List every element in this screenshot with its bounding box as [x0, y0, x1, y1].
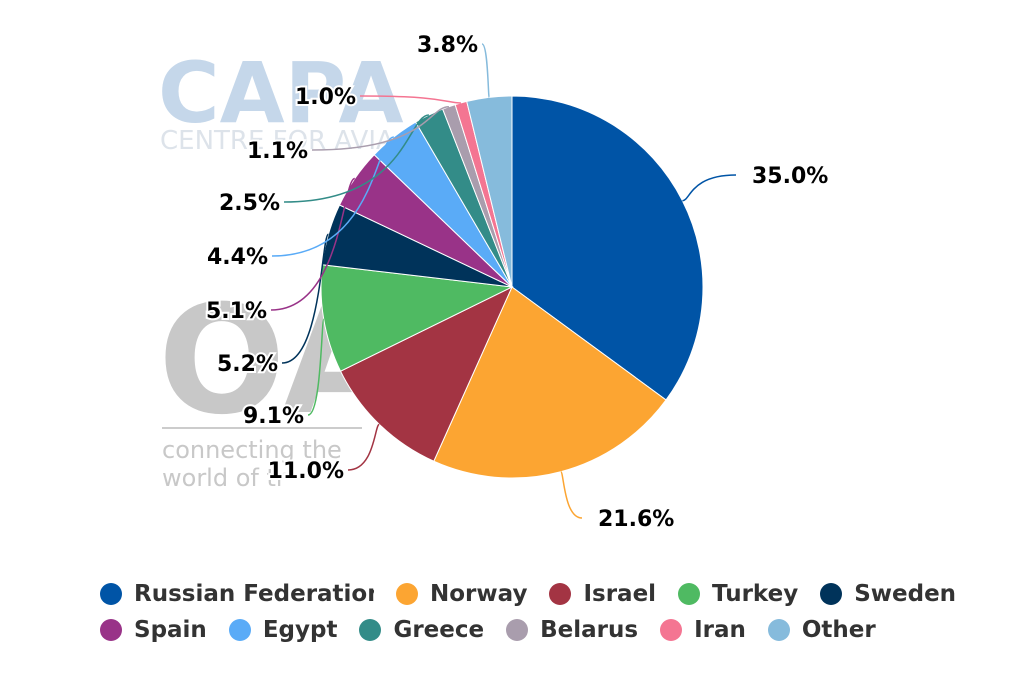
- connector-other: [481, 43, 490, 99]
- data-label-israel: 11.0%: [268, 459, 344, 484]
- data-label-sweden: 5.2%: [217, 352, 278, 377]
- watermark-oag-line1: connecting the: [162, 436, 342, 464]
- legend-item-sweden[interactable]: Sweden: [820, 581, 956, 607]
- pie-slices: [320, 95, 704, 479]
- watermark-oag-line2: world of tr: [162, 464, 286, 492]
- connector-russian-federation: [682, 174, 737, 202]
- legend-swatch: [100, 583, 122, 605]
- legend-label: Egypt: [262, 617, 338, 643]
- legend-item-iran[interactable]: Iran: [660, 617, 746, 643]
- legend-item-belarus[interactable]: Belarus: [506, 617, 638, 643]
- legend-swatch: [100, 619, 122, 641]
- legend-item-israel[interactable]: Israel: [549, 581, 656, 607]
- data-label-greece: 2.5%: [219, 191, 280, 216]
- connector-belarus: [311, 105, 449, 151]
- pie-slice-russian-federation: [511, 95, 704, 401]
- data-label-belarus: 1.1%: [247, 139, 308, 164]
- legend-label: Belarus: [540, 617, 639, 643]
- pie-slice-norway: [433, 286, 667, 479]
- legend-item-russian-federation[interactable]: Russian Federation: [100, 581, 374, 607]
- legend-label: Sweden: [854, 581, 957, 607]
- watermark-capa-subtitle: CENTRE FOR AVIA: [160, 126, 394, 156]
- data-label-turkey: 9.1%: [243, 404, 304, 429]
- data-label-spain: 5.1%: [206, 299, 267, 324]
- legend-row: Russian Federation Norway Israel Turkey Swed…: [100, 576, 980, 612]
- legend-label: Other: [801, 617, 876, 643]
- legend-swatch: [396, 583, 418, 605]
- label-connectors: [270, 43, 737, 519]
- legend-row: Spain Egypt Greece Belarus Iran Other: [100, 612, 980, 648]
- legend-label: Greece: [393, 617, 485, 643]
- legend-label: Russian Federation: [134, 581, 374, 607]
- data-label-russian-federation: 35.0%: [752, 164, 828, 189]
- legend-label: Spain: [134, 617, 207, 643]
- legend-swatch: [506, 619, 529, 641]
- connector-greece: [283, 114, 430, 203]
- connector-iran: [359, 95, 461, 104]
- legend-swatch: [767, 619, 790, 641]
- data-labels: 35.0% 21.6% 11.0% 9.1% 5.2% 5.1% 4.4% 2.5% 1.1% 1…: [204, 31, 830, 534]
- connector-israel: [347, 423, 381, 471]
- legend-swatch: [678, 583, 701, 605]
- data-label-other: 3.8%: [417, 33, 478, 58]
- legend-swatch: [820, 583, 843, 605]
- legend-label: Israel: [583, 581, 657, 607]
- connector-sweden: [281, 233, 330, 364]
- legend-swatch: [549, 583, 572, 605]
- data-label-iran: 1.0%: [295, 85, 356, 110]
- legend-item-egypt[interactable]: Egypt: [228, 617, 338, 643]
- legend-swatch: [359, 619, 382, 641]
- connector-turkey: [307, 318, 325, 416]
- legend-label: Iran: [694, 617, 746, 643]
- data-label-norway: 21.6%: [598, 507, 674, 532]
- data-label-egypt: 4.4%: [207, 245, 268, 270]
- pie-chart: CAPA CENTRE FOR AVIA OAG connecting the …: [158, 31, 830, 534]
- legend-swatch: [228, 619, 251, 641]
- legend-item-turkey[interactable]: Turkey: [678, 581, 798, 607]
- legend: Russian Federation Norway Israel Turkey Swed…: [100, 576, 980, 648]
- connector-egypt: [271, 136, 395, 257]
- legend-label: Turkey: [712, 581, 799, 607]
- connector-norway: [560, 470, 583, 519]
- legend-item-other[interactable]: Other: [767, 617, 876, 643]
- legend-label: Norway: [430, 581, 528, 607]
- legend-item-spain[interactable]: Spain: [100, 617, 207, 643]
- legend-item-norway[interactable]: Norway: [396, 581, 527, 607]
- legend-item-greece[interactable]: Greece: [359, 617, 484, 643]
- pie-slice-other: [466, 95, 513, 288]
- watermark-capa: CAPA: [158, 44, 404, 142]
- connector-spain: [270, 177, 356, 311]
- legend-swatch: [660, 619, 683, 641]
